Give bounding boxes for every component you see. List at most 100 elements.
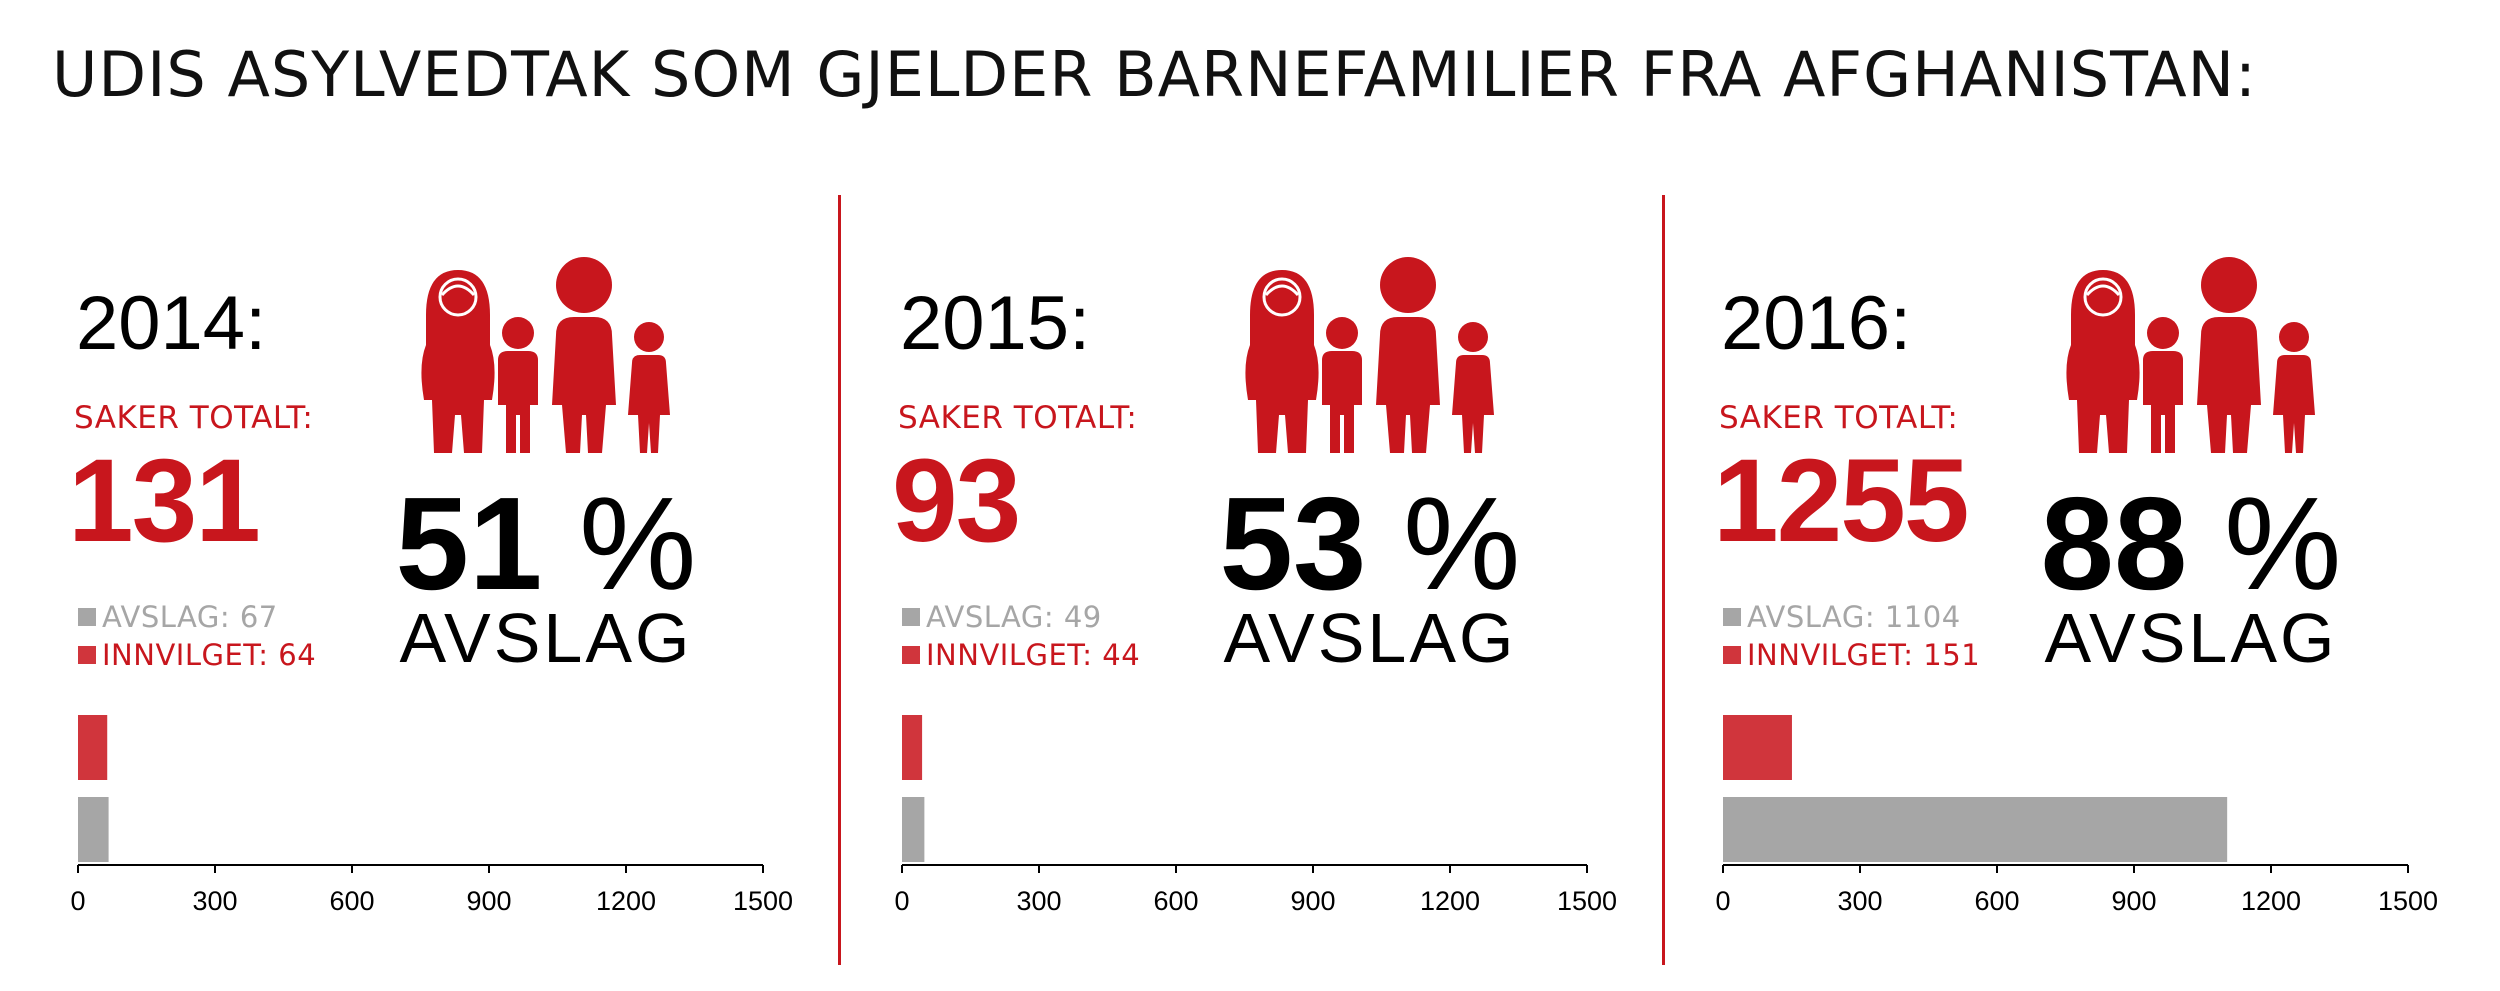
legend-innvilget-text: INNVILGET: 151 — [1747, 638, 1981, 672]
girl-head — [634, 322, 664, 352]
x-tick-label: 0 — [894, 886, 909, 916]
father-head — [2201, 257, 2257, 313]
mother-face — [438, 277, 478, 317]
legend-innvilget: INNVILGET: 44 — [902, 638, 1140, 672]
boy-head — [502, 317, 534, 349]
page-title: UDIS ASYLVEDTAK SOM GJELDER BARNEFAMILIE… — [52, 38, 2257, 111]
x-tick-label: 1200 — [1420, 886, 1480, 916]
x-tick-label: 900 — [466, 886, 511, 916]
mother-hairline — [440, 284, 476, 297]
legend-swatch-avslag — [902, 608, 920, 626]
legend-swatch-innvilget — [78, 646, 96, 664]
x-tick-label: 1500 — [733, 886, 793, 916]
total-cases-value: 131 — [68, 435, 261, 567]
legend-swatch-avslag — [78, 608, 96, 626]
family-icon — [1245, 257, 1494, 453]
father-head — [556, 257, 612, 313]
percent-avslag: 88 % — [1991, 468, 2391, 619]
percent-sign: % — [579, 470, 697, 617]
girl-head — [2279, 322, 2309, 352]
legend-innvilget: INNVILGET: 64 — [78, 638, 316, 672]
x-tick-label: 0 — [1715, 886, 1730, 916]
mother-figure — [2066, 270, 2140, 453]
bar-avslag — [1723, 797, 2228, 862]
father-head — [1380, 257, 1436, 313]
bar-avslag — [78, 797, 109, 862]
percent-avslag: 53 % — [1170, 468, 1570, 619]
percent-avslag: 51 % — [346, 468, 746, 619]
panel-2016: 2016: SAKER TOTALT: 1255 AVSLAG: 1104 IN… — [1703, 0, 2500, 991]
year-label: 2016: — [1721, 281, 1912, 366]
bar-innvilget — [1723, 715, 1792, 780]
x-tick-label: 0 — [70, 886, 85, 916]
legend-swatch-innvilget — [1723, 646, 1741, 664]
legend-avslag: AVSLAG: 1104 — [1723, 600, 1961, 634]
bar-chart-2014: 0 300 600 900 1200 1500 — [70, 715, 793, 916]
father-body — [552, 317, 616, 453]
legend-innvilget-text: INNVILGET: 44 — [926, 638, 1141, 672]
bar-avslag — [902, 797, 925, 862]
x-tick-label: 600 — [1974, 886, 2019, 916]
boy-head — [2147, 317, 2179, 349]
family-icon — [421, 257, 670, 453]
legend-avslag: AVSLAG: 67 — [78, 600, 278, 634]
mother-face — [2083, 277, 2123, 317]
saker-totalt-label: SAKER TOTALT: — [1719, 400, 1959, 436]
year-label: 2015: — [900, 281, 1091, 366]
mother-hairline — [2085, 284, 2121, 297]
percent-value: 53 — [1219, 470, 1367, 617]
mother-figure — [1245, 270, 1319, 453]
boy-head — [1326, 317, 1358, 349]
legend-avslag-text: AVSLAG: 1104 — [1747, 600, 1961, 634]
year-label: 2014: — [76, 281, 267, 366]
legend-swatch-avslag — [1723, 608, 1741, 626]
panel-2015: 2015: SAKER TOTALT: 93 AVSLAG: 49 INNVIL… — [882, 0, 1682, 991]
legend-avslag-text: AVSLAG: 49 — [926, 600, 1102, 634]
legend-swatch-innvilget — [902, 646, 920, 664]
mother-figure — [421, 270, 495, 453]
x-tick-label: 1200 — [2241, 886, 2301, 916]
total-cases-value: 1255 — [1713, 435, 1970, 567]
x-tick-label: 600 — [1153, 886, 1198, 916]
x-tick-label: 300 — [192, 886, 237, 916]
x-tick-label: 600 — [329, 886, 374, 916]
legend-innvilget: INNVILGET: 151 — [1723, 638, 1980, 672]
x-tick-label: 900 — [2111, 886, 2156, 916]
boy-body — [498, 351, 538, 453]
avslag-word: AVSLAG — [399, 599, 693, 677]
boy-body — [2143, 351, 2183, 453]
panel-divider — [1662, 195, 1665, 965]
x-tick-label: 1500 — [2378, 886, 2438, 916]
father-body — [2197, 317, 2261, 453]
saker-totalt-label: SAKER TOTALT: — [898, 400, 1138, 436]
family-icon — [2066, 257, 2315, 453]
legend-innvilget-text: INNVILGET: 64 — [102, 638, 317, 672]
girl-body — [628, 355, 670, 453]
avslag-word: AVSLAG — [2044, 599, 2338, 677]
percent-value: 51 — [395, 470, 543, 617]
bar-innvilget — [78, 715, 108, 780]
x-tick-label: 1500 — [1557, 886, 1617, 916]
x-tick-label: 1200 — [596, 886, 656, 916]
percent-value: 88 — [2040, 470, 2188, 617]
avslag-word: AVSLAG — [1223, 599, 1517, 677]
panel-2014: 2014: SAKER TOTALT: 131 AVSLAG: 67 INNVI… — [58, 0, 858, 991]
legend-avslag: AVSLAG: 49 — [902, 600, 1102, 634]
girl-body — [1452, 355, 1494, 453]
x-tick-label: 300 — [1837, 886, 1882, 916]
x-tick-label: 300 — [1016, 886, 1061, 916]
bar-innvilget — [902, 715, 923, 780]
panel-divider — [838, 195, 841, 965]
bar-chart-2016: 0 300 600 900 1200 1500 — [1715, 715, 2438, 916]
saker-totalt-label: SAKER TOTALT: — [74, 400, 314, 436]
percent-sign: % — [1403, 470, 1521, 617]
percent-sign: % — [2224, 470, 2342, 617]
mother-hairline — [1264, 284, 1300, 297]
father-body — [1376, 317, 1440, 453]
bar-chart-2015: 0 300 600 900 1200 1500 — [894, 715, 1617, 916]
girl-body — [2273, 355, 2315, 453]
x-tick-label: 900 — [1290, 886, 1335, 916]
mother-face — [1262, 277, 1302, 317]
girl-head — [1458, 322, 1488, 352]
legend-avslag-text: AVSLAG: 67 — [102, 600, 278, 634]
